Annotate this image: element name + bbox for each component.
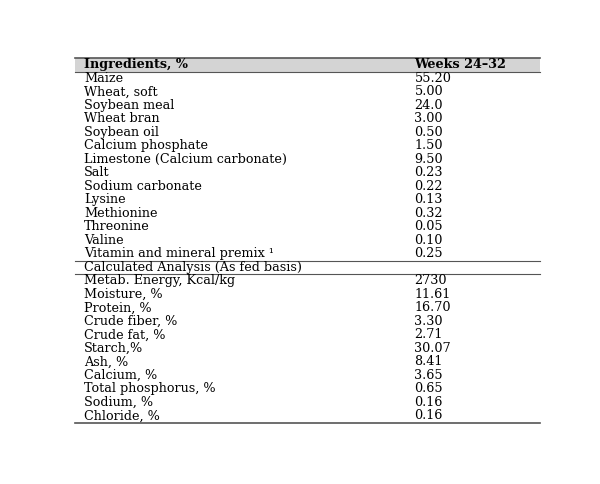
Text: 2.71: 2.71 <box>415 328 443 341</box>
Text: 16.70: 16.70 <box>415 302 451 315</box>
Text: Threonine: Threonine <box>84 220 150 233</box>
Text: Sodium carbonate: Sodium carbonate <box>84 180 202 193</box>
Text: Salt: Salt <box>84 166 110 180</box>
Text: Vitamin and mineral premix ¹: Vitamin and mineral premix ¹ <box>84 247 274 260</box>
Text: 0.16: 0.16 <box>415 409 443 423</box>
Text: Weeks 24–32: Weeks 24–32 <box>415 59 506 71</box>
Text: 8.41: 8.41 <box>415 355 443 368</box>
Text: Ash, %: Ash, % <box>84 355 128 368</box>
Text: Protein, %: Protein, % <box>84 302 152 315</box>
Text: Calcium phosphate: Calcium phosphate <box>84 139 208 152</box>
Text: Calculated Analysis (As fed basis): Calculated Analysis (As fed basis) <box>84 261 302 274</box>
Text: Crude fat, %: Crude fat, % <box>84 328 166 341</box>
Text: Calcium, %: Calcium, % <box>84 369 158 382</box>
Text: 30.07: 30.07 <box>415 342 451 355</box>
Bar <box>75 58 540 72</box>
Text: 0.50: 0.50 <box>415 126 443 139</box>
Text: Soybean meal: Soybean meal <box>84 99 175 112</box>
Text: 0.05: 0.05 <box>415 220 443 233</box>
Text: Crude fiber, %: Crude fiber, % <box>84 315 178 328</box>
Text: Moisture, %: Moisture, % <box>84 288 163 301</box>
Text: Lysine: Lysine <box>84 194 126 206</box>
Text: Chloride, %: Chloride, % <box>84 409 160 423</box>
Text: Wheat, soft: Wheat, soft <box>84 85 158 98</box>
Text: Wheat bran: Wheat bran <box>84 112 160 125</box>
Text: 0.10: 0.10 <box>415 234 443 247</box>
Text: 0.23: 0.23 <box>415 166 443 180</box>
Text: 5.00: 5.00 <box>415 85 443 98</box>
Text: Metab. Energy, Kcal/kg: Metab. Energy, Kcal/kg <box>84 274 235 287</box>
Text: 0.16: 0.16 <box>415 396 443 409</box>
Text: Starch,%: Starch,% <box>84 342 143 355</box>
Text: 9.50: 9.50 <box>415 153 443 166</box>
Text: 0.13: 0.13 <box>415 194 443 206</box>
Text: Methionine: Methionine <box>84 207 158 220</box>
Text: 2730: 2730 <box>415 274 447 287</box>
Text: 55.20: 55.20 <box>415 72 451 85</box>
Text: Total phosphorus, %: Total phosphorus, % <box>84 382 216 395</box>
Text: Valine: Valine <box>84 234 124 247</box>
Text: 0.22: 0.22 <box>415 180 443 193</box>
Text: Sodium, %: Sodium, % <box>84 396 154 409</box>
Text: 24.0: 24.0 <box>415 99 443 112</box>
Text: 1.50: 1.50 <box>415 139 443 152</box>
Text: 3.30: 3.30 <box>415 315 443 328</box>
Text: 0.65: 0.65 <box>415 382 443 395</box>
Text: Limestone (Calcium carbonate): Limestone (Calcium carbonate) <box>84 153 287 166</box>
Text: 3.65: 3.65 <box>415 369 443 382</box>
Text: Ingredients, %: Ingredients, % <box>84 59 188 71</box>
Text: Soybean oil: Soybean oil <box>84 126 160 139</box>
Text: 11.61: 11.61 <box>415 288 451 301</box>
Text: 0.32: 0.32 <box>415 207 443 220</box>
Text: 0.25: 0.25 <box>415 247 443 260</box>
Text: 3.00: 3.00 <box>415 112 443 125</box>
Text: Maize: Maize <box>84 72 124 85</box>
